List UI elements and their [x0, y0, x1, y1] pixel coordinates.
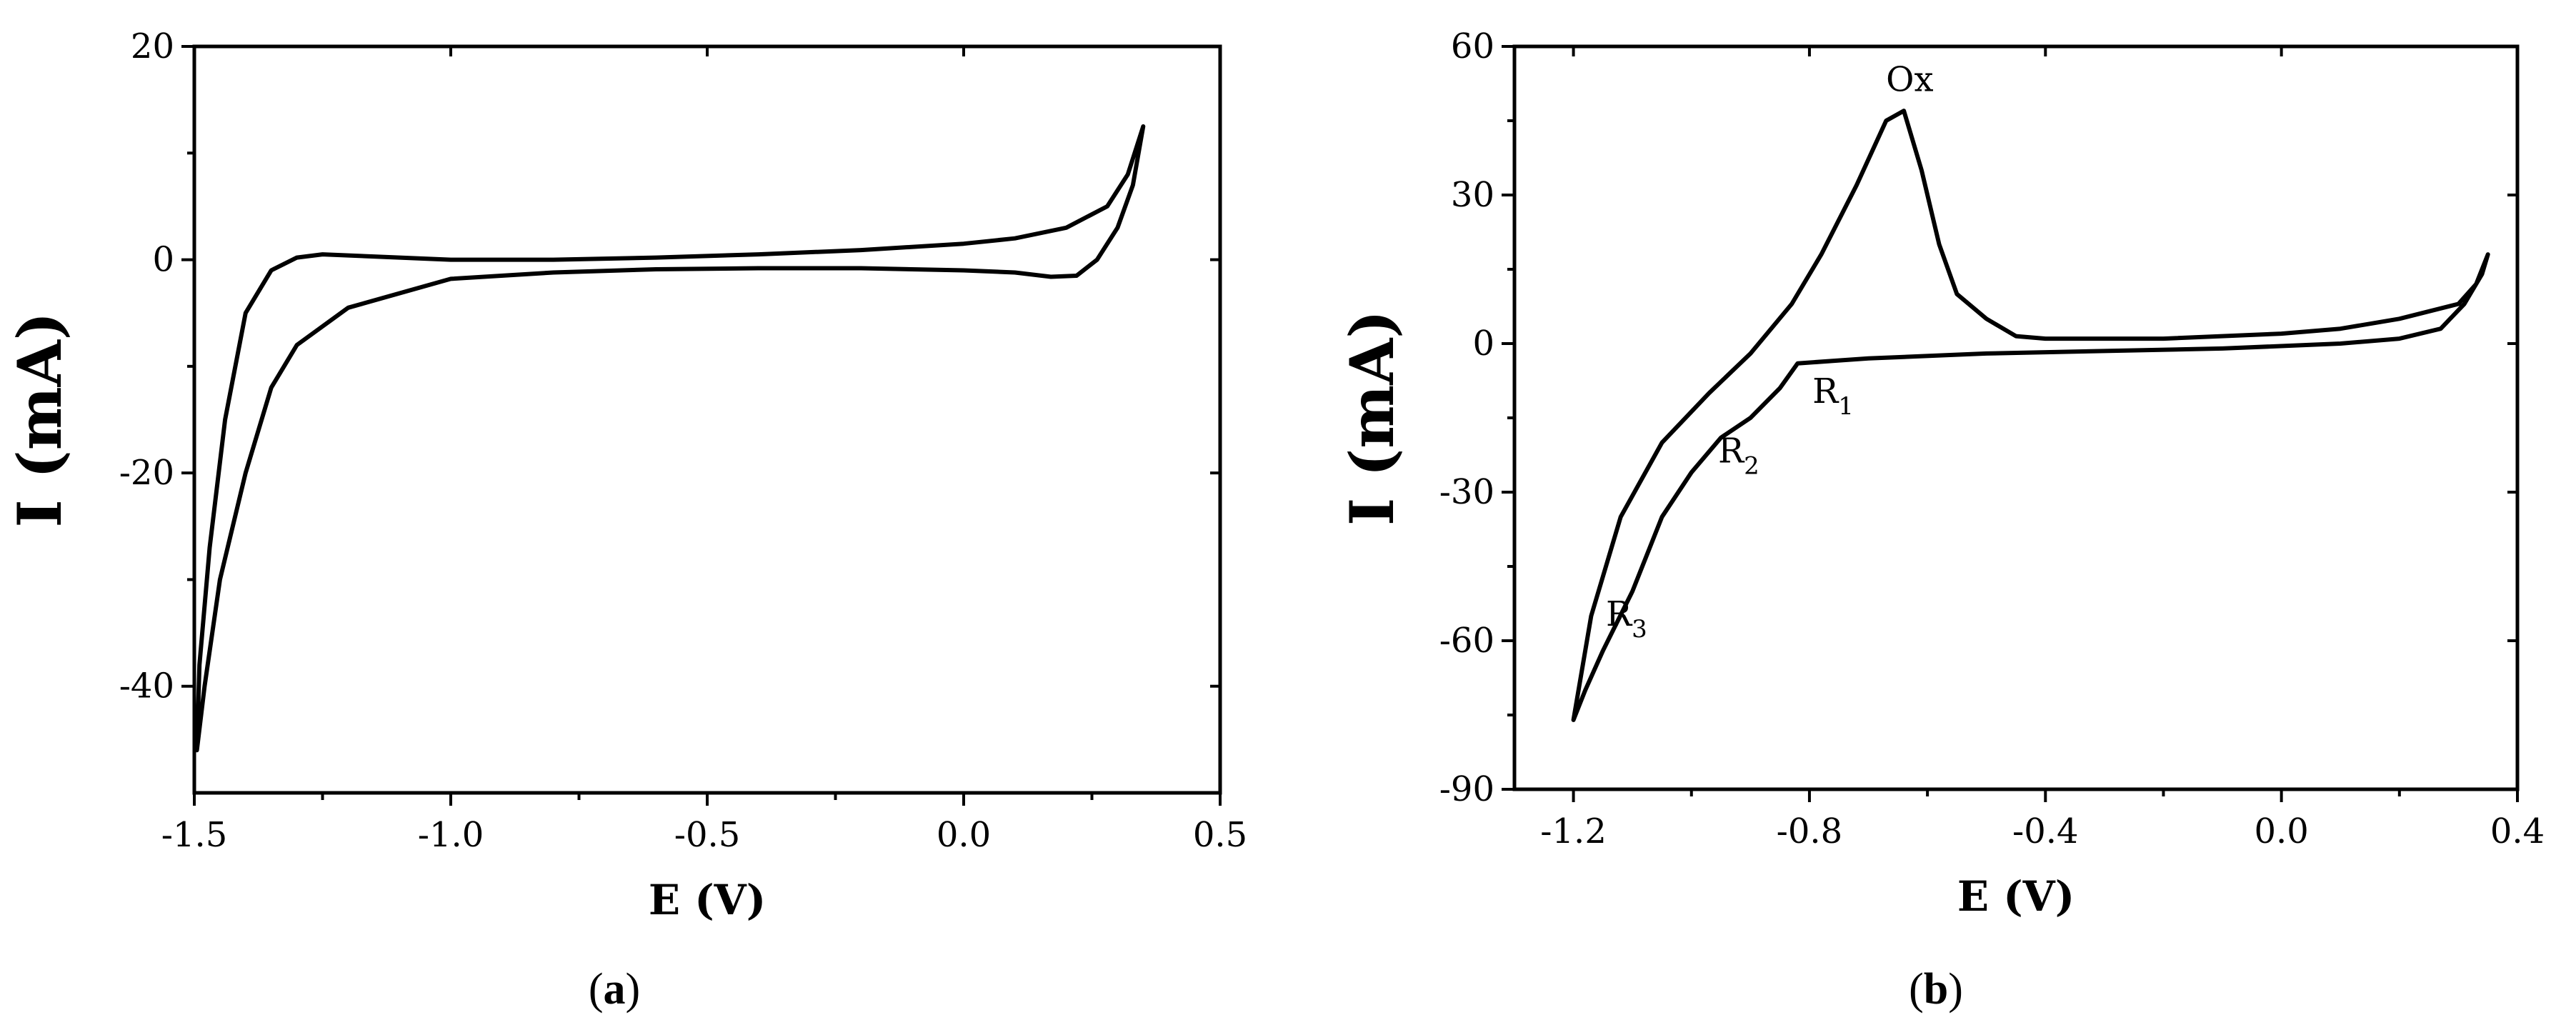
y-tick-label: 20 [131, 26, 174, 66]
y-tick-label: 30 [1451, 175, 1494, 215]
x-tick-label: 0.4 [2490, 811, 2545, 851]
annotation-label: Ox [1886, 59, 1933, 99]
annotation-label: R [1718, 431, 1745, 471]
x-tick-label: -0.8 [1777, 811, 1843, 851]
x-tick-label: 0.0 [937, 815, 991, 855]
x-tick-label: 0.0 [2254, 811, 2308, 851]
x-tick-label: -1.5 [161, 815, 228, 855]
y-axis-title: I (mA) [4, 311, 75, 527]
annotation-label: R [1812, 371, 1839, 411]
x-axis-title: E (V) [1957, 872, 2075, 921]
x-axis-title: E (V) [649, 876, 766, 924]
y-tick-label: -30 [1439, 472, 1494, 512]
y-tick-label: -90 [1439, 769, 1494, 809]
y-tick-label: 0 [1472, 324, 1494, 364]
annotation-label: R [1606, 594, 1633, 634]
x-tick-label: -1.0 [418, 815, 484, 855]
annotation-subscript: 1 [1838, 392, 1854, 421]
plot-frame [1512, 44, 2520, 791]
y-tick-label: 60 [1451, 26, 1494, 66]
x-tick-label: 0.5 [1193, 815, 1247, 855]
y-tick-label: -60 [1439, 621, 1494, 661]
y-tick-label: 0 [152, 240, 174, 280]
x-tick-label: -0.5 [674, 815, 741, 855]
annotation-subscript: 3 [1632, 615, 1647, 644]
peak-annotation: Ox [1886, 59, 1933, 99]
chart-b: -1.2 -0.8 -0.4 0.0 0.4 -90 -60 -30 0 30 60 E (V) I (… [1337, 26, 2545, 1014]
y-axis-title: I (mA) [1337, 310, 1407, 526]
panel-caption: (b) [1909, 965, 1963, 1014]
plot-frame [192, 44, 1222, 795]
chart-a: -1.5 -1.0 -0.5 0.0 0.5 -40 -20 0 20 E (V) I (mA) (a… [4, 26, 1247, 1014]
x-tick-label: -0.4 [2012, 811, 2079, 851]
panel-letter: a [604, 965, 626, 1014]
x-tick-label: -1.2 [1540, 811, 1607, 851]
peak-annotation: R1 [1812, 371, 1854, 421]
panel-letter: b [1924, 965, 1948, 1014]
peak-annotation: R3 [1606, 594, 1647, 644]
cv-curve [1571, 109, 2490, 722]
y-tick-label: -40 [119, 666, 174, 706]
annotation-subscript: 2 [1744, 451, 1759, 480]
peak-annotation: R2 [1718, 431, 1759, 480]
y-tick-label: -20 [119, 453, 174, 493]
panel-caption: (a) [589, 965, 640, 1014]
cv-curve [194, 124, 1146, 753]
